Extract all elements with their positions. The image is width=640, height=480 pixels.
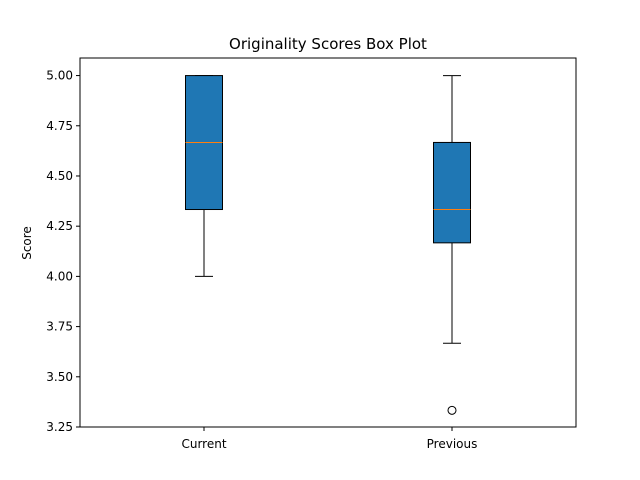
y-tick-label: 4.75	[46, 119, 73, 133]
box-iqr	[433, 141, 471, 244]
y-tick-label: 4.00	[46, 269, 73, 283]
outlier-point	[447, 405, 457, 415]
y-tick-label: 3.25	[46, 420, 73, 434]
x-tick-label: Current	[181, 437, 226, 451]
y-axis-label: Score	[20, 226, 34, 260]
y-tick-label: 3.75	[46, 320, 73, 334]
y-tick-label: 4.25	[46, 219, 73, 233]
y-tick-label: 5.00	[46, 69, 73, 83]
chart-title: Originality Scores Box Plot	[229, 35, 427, 53]
x-tick-label: Previous	[427, 437, 478, 451]
y-tick-label: 4.50	[46, 169, 73, 183]
plot-frame	[79, 57, 577, 428]
y-tick-label: 3.50	[46, 370, 73, 384]
plot-area: 3.25 3.50 3.75 4.00 4.25 4.50 4.75 5.00 Current P…	[46, 69, 477, 451]
